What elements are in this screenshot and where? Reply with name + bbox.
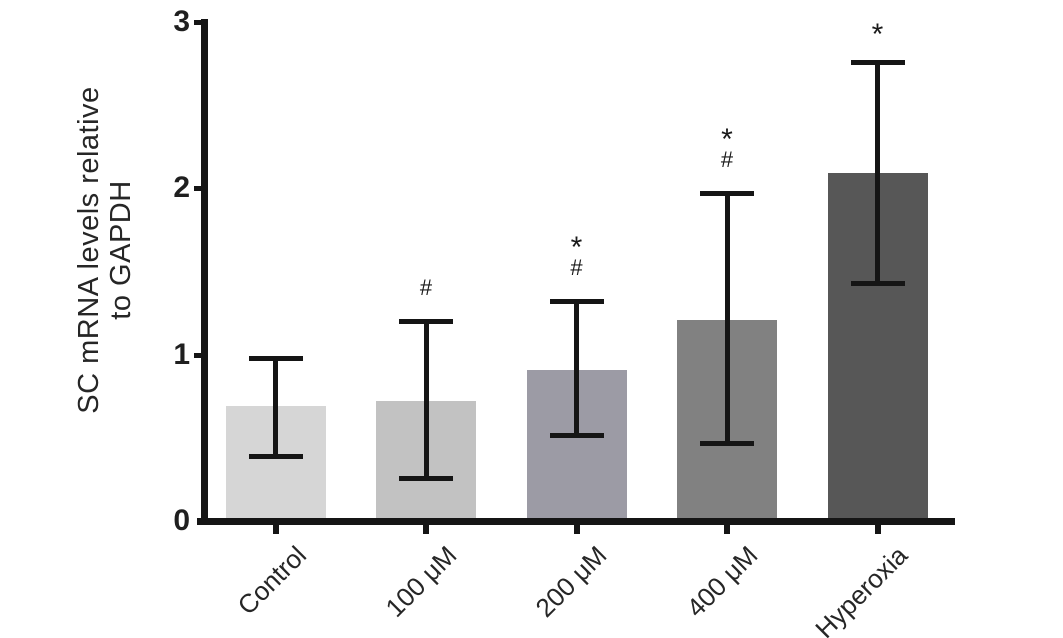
error-bar-cap-top [700, 191, 754, 197]
x-axis-line [197, 518, 955, 525]
x-tick [874, 525, 881, 534]
y-tick [194, 186, 201, 192]
y-tick [194, 20, 201, 26]
y-tick-label: 0 [173, 504, 190, 537]
y-axis-title-line2: to GAPDH [105, 180, 137, 320]
x-tick [423, 525, 429, 534]
error-bar-line [423, 321, 429, 478]
x-category-label: Control [231, 540, 312, 621]
x-category-label: 200 μM [529, 540, 613, 623]
error-bar-line [875, 62, 880, 284]
star-marker: * [871, 18, 884, 51]
y-tick [194, 352, 201, 358]
hash-marker: # [419, 275, 433, 301]
x-category-label: Hyperoxia [809, 540, 914, 638]
error-bar-line [724, 193, 730, 443]
y-tick-label: 1 [173, 337, 190, 371]
hash-marker: # [720, 147, 734, 173]
star-marker: * [570, 231, 583, 265]
error-bar-cap-bottom [549, 432, 604, 438]
error-bar-cap-top [850, 60, 905, 65]
error-bar-cap-top [549, 299, 604, 305]
error-bar-cap-bottom [700, 440, 754, 446]
y-axis-title-line1: SC mRNA levels relative [73, 86, 105, 414]
x-tick [272, 525, 279, 534]
error-bar-cap-bottom [850, 281, 905, 287]
x-tick [724, 525, 730, 534]
star-marker: * [721, 123, 733, 157]
x-category-label: 100 μM [379, 540, 463, 623]
error-bar-line [574, 301, 579, 435]
y-axis-line [201, 19, 208, 525]
error-bar-cap-top [248, 356, 303, 362]
y-tick-label: 2 [173, 171, 190, 205]
error-bar-line [273, 358, 278, 457]
error-bar-cap-bottom [399, 475, 453, 481]
x-category-label: 400 μM [680, 540, 764, 623]
hash-marker: # [570, 255, 583, 281]
y-axis-title: SC mRNA levels relative to GAPDH [73, 30, 137, 470]
error-bar-cap-top [399, 319, 453, 325]
x-tick [573, 525, 580, 534]
error-bar-cap-bottom [248, 454, 303, 460]
y-tick-label: 3 [173, 5, 190, 39]
